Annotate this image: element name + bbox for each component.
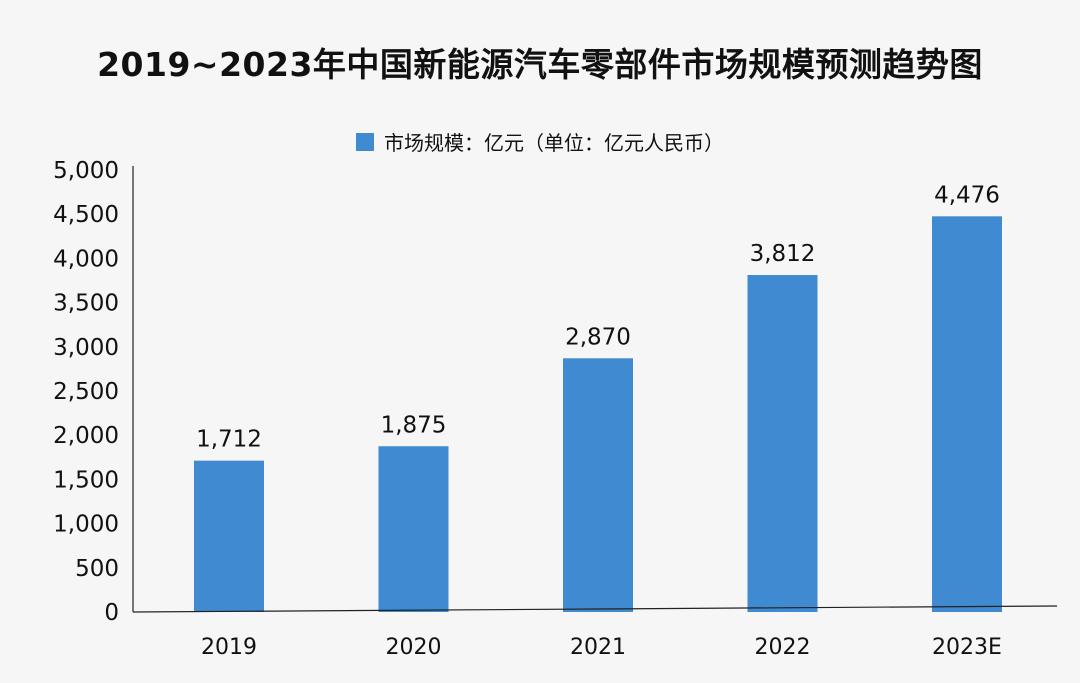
bars: 1,712 1,875 2,870 3,812 4,476 bbox=[194, 182, 1002, 612]
y-tick-label: 3,500 bbox=[53, 291, 119, 317]
bar bbox=[378, 446, 449, 612]
y-tick-label: 4,000 bbox=[53, 246, 119, 272]
bar bbox=[563, 358, 633, 612]
y-tick-label: 0 bbox=[104, 600, 119, 626]
y-axis: 0 500 1,000 1,500 2,000 2,500 3,000 3,500 4,000 4… bbox=[53, 158, 134, 626]
bar bbox=[932, 216, 1002, 612]
data-label: 3,812 bbox=[750, 241, 816, 267]
x-tick-label: 2019 bbox=[201, 635, 257, 660]
data-label: 1,712 bbox=[196, 427, 262, 453]
chart-title: 2019~2023年中国新能源汽车零部件市场规模预测趋势图 bbox=[97, 45, 983, 84]
y-tick-label: 1,500 bbox=[53, 467, 119, 493]
data-label: 4,476 bbox=[934, 182, 1000, 208]
y-tick-label: 3,000 bbox=[53, 335, 119, 361]
y-tick-label: 2,500 bbox=[53, 379, 119, 405]
y-tick-label: 2,000 bbox=[53, 423, 119, 449]
legend-label: 市场规模：亿元（单位：亿元人民币） bbox=[384, 131, 724, 155]
x-tick-label: 2020 bbox=[386, 635, 442, 660]
bar bbox=[747, 275, 818, 612]
legend-swatch bbox=[356, 132, 374, 151]
data-label: 1,875 bbox=[381, 412, 447, 438]
x-axis-line bbox=[132, 605, 1058, 613]
y-tick-label: 1,000 bbox=[53, 512, 119, 538]
y-tick-label: 5,000 bbox=[53, 158, 119, 184]
y-tick-label: 500 bbox=[75, 556, 119, 582]
x-tick-label: 2021 bbox=[570, 635, 626, 660]
chart-legend: 市场规模：亿元（单位：亿元人民币） bbox=[0, 127, 1080, 156]
bar bbox=[194, 460, 264, 612]
x-axis: 2019 2020 2021 2022 2023E bbox=[132, 605, 1058, 660]
data-label: 2,870 bbox=[565, 324, 631, 350]
y-tick-label: 4,500 bbox=[53, 202, 119, 228]
x-tick-label: 2023E bbox=[932, 635, 1002, 660]
x-tick-label: 2022 bbox=[755, 635, 811, 660]
